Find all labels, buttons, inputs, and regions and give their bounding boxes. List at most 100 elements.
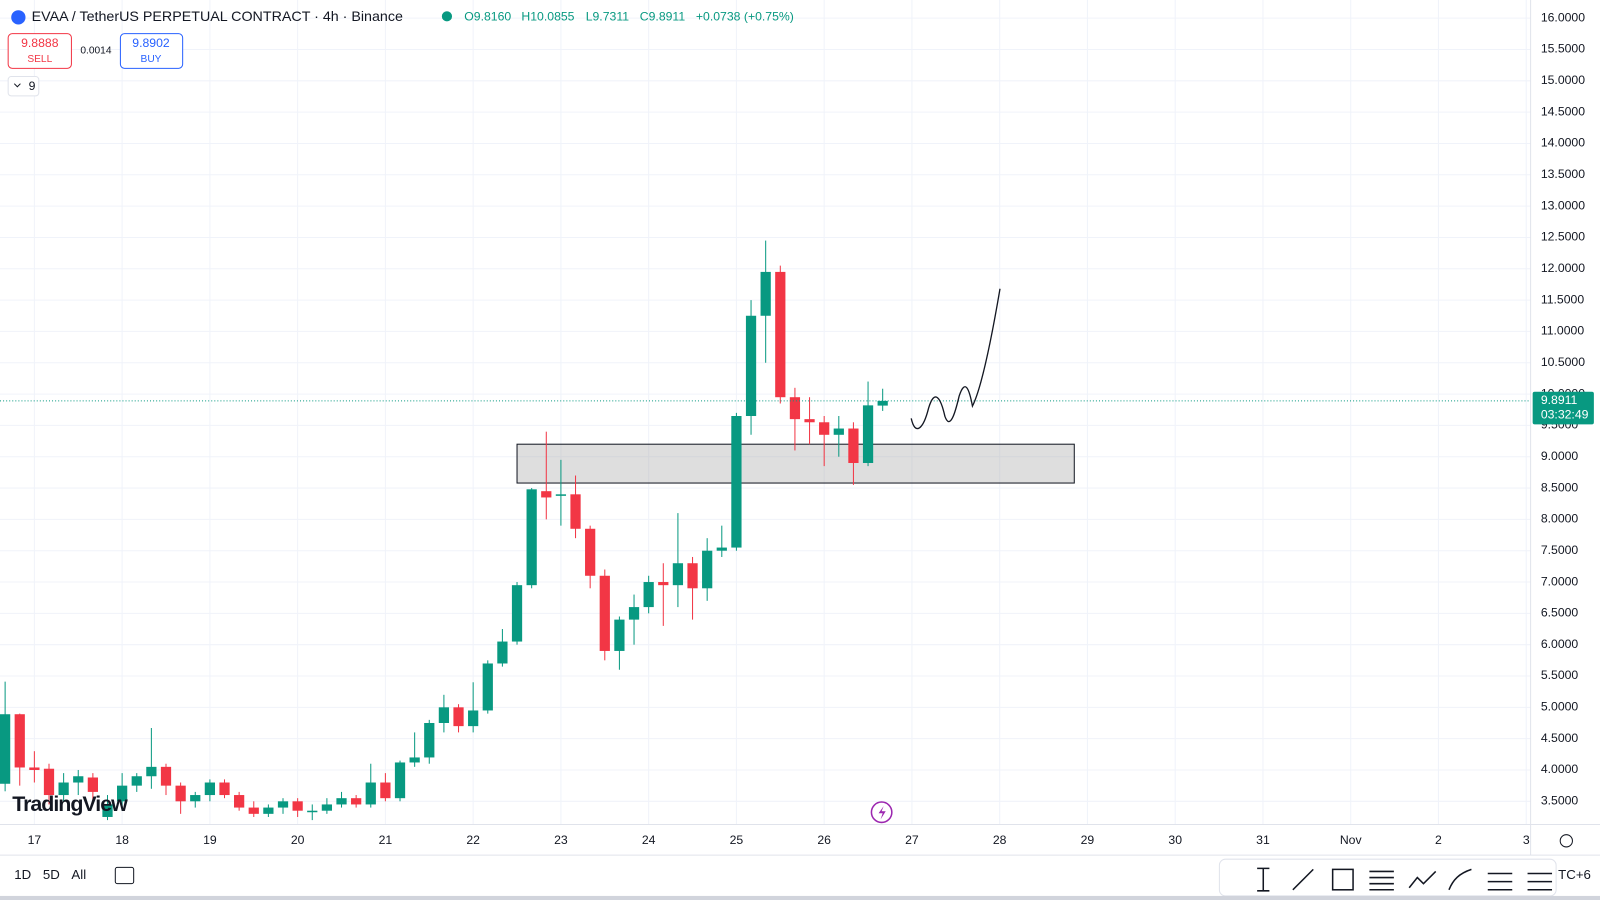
tool-pattern[interactable] [1408,870,1437,889]
candle-body [819,422,830,435]
buy-price: 9.8902 [132,36,170,50]
timeframe-1d[interactable]: 1D [14,867,31,882]
candle-body [643,582,654,608]
y-tick-label: 6.5000 [1541,606,1579,620]
ohlc-change: +0.0738 (+0.75%) [696,10,794,24]
y-tick-label: 13.5000 [1541,167,1585,181]
candle-body [380,782,391,799]
candle-body [102,804,113,817]
tool-measure[interactable] [1487,872,1513,891]
date-range-icon[interactable] [114,866,135,885]
y-tick-label: 11.0000 [1541,324,1585,338]
candle-body [190,795,201,802]
y-tick-label: 6.0000 [1541,637,1579,651]
timezone[interactable]: TC+6 [1558,867,1591,882]
chevron [13,83,21,88]
y-tick-label: 4.0000 [1541,762,1579,776]
candle-body [204,782,216,796]
y-tick-label: 8.0000 [1541,512,1579,526]
candle-body [160,766,172,786]
last-price-label: 9.8911 [1541,393,1578,407]
tool-line[interactable] [1292,868,1314,891]
y-tick-label: 4.5000 [1541,731,1579,745]
candle-body [468,710,479,727]
y-tick-label: 5.0000 [1541,700,1579,714]
candle-body [877,400,888,406]
ohlc-low: L9.7311 [586,10,630,24]
candle-body [146,766,157,777]
candle-body [687,563,698,589]
candle-body [14,714,25,768]
y-tick-label: 15.0000 [1541,73,1585,87]
toolbar-icons [1257,867,1553,892]
candle-body [628,607,640,620]
x-tick-label: 3 [1523,833,1530,847]
plot-area [0,0,1531,825]
candle-body [570,494,581,529]
candle-body [336,798,347,805]
candle-body [511,585,523,642]
symbol-title[interactable]: EVAA / TetherUS PERPETUAL CONTRACT · 4h … [32,9,403,25]
candle-body [789,397,801,420]
sell-button[interactable] [7,33,72,69]
candle-body [585,528,596,576]
candle-body [526,489,537,586]
y-tick-label: 16.0000 [1541,10,1585,24]
settings-icon[interactable] [1559,834,1573,848]
last-price-tag [1532,391,1594,425]
ohlc-open: O9.8160 [464,10,511,24]
tool-rect[interactable] [1331,868,1354,891]
candle-body [365,782,376,805]
tool-cursor[interactable] [1257,867,1270,892]
candle-body [219,782,230,796]
x-tick-label: 28 [993,833,1007,847]
y-tick-label: 8.5000 [1541,480,1579,494]
candle-body [117,785,128,802]
tool-fib[interactable] [1369,870,1394,891]
x-tick-label: 19 [203,833,217,847]
y-tick-label: 14.0000 [1541,136,1585,150]
candle-body [0,714,11,784]
candle-body [541,491,552,498]
tool-more[interactable] [1527,872,1553,891]
candle-body [482,663,493,711]
y-tick-label: 10.5000 [1541,355,1585,369]
timeframe-all[interactable]: All [71,867,86,882]
candle-body [321,804,333,811]
candle-body [555,494,567,496]
candle-body [833,428,844,435]
x-tick-label: 31 [1256,833,1270,847]
zone-box [516,443,1075,484]
y-tick-label: 7.0000 [1541,574,1579,588]
x-tick-label: 18 [115,833,129,847]
buy-button[interactable] [119,33,184,69]
y-tick-label: 5.5000 [1541,668,1579,682]
candle-body [745,315,757,417]
x-tick-label: 2 [1435,833,1442,847]
x-tick-label: 25 [730,833,744,847]
candle-body [702,550,713,589]
candle-body [672,563,684,586]
candle-body [424,722,435,758]
candle-body [497,641,508,664]
candle-body [175,785,186,802]
x-tick-label: 23 [554,833,568,847]
candle-body [73,776,84,783]
y-tick-label: 12.5000 [1541,230,1585,244]
candle-body [599,575,610,651]
spread: 0.0014 [80,46,111,57]
tool-brush[interactable] [1448,868,1472,891]
countdown: 03:32:49 [1541,407,1589,421]
candle-body [848,428,859,463]
x-tick-label: 27 [905,833,919,847]
candle-body [716,547,727,551]
hand-drawing [910,288,1001,430]
market-status [441,11,453,22]
candle-body [248,807,259,814]
ohlc-high: H10.0855 [521,10,574,24]
candle-body [307,810,318,813]
indicator-toggle[interactable] [7,76,40,97]
timeframe-5d[interactable]: 5D [43,867,60,882]
